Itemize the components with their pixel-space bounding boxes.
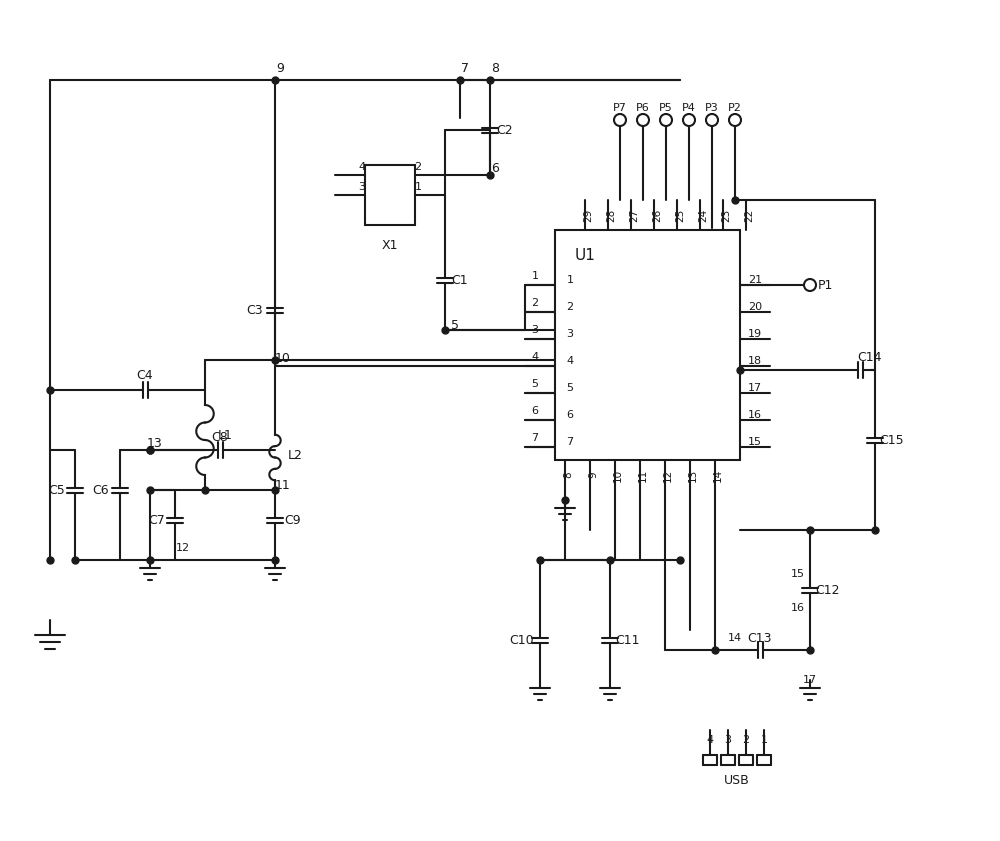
Text: 4: 4 [706,735,714,745]
Text: 29: 29 [583,209,593,222]
Text: 9: 9 [276,61,284,75]
Text: 16: 16 [748,410,762,420]
Text: 3: 3 [532,325,538,335]
Text: 14: 14 [728,633,742,643]
Text: P2: P2 [728,103,742,113]
Text: 1: 1 [415,182,422,192]
Text: C7: C7 [149,514,165,526]
Text: 2: 2 [566,302,574,312]
Text: 7: 7 [531,433,539,443]
Text: 17: 17 [803,675,817,685]
Text: 4: 4 [566,356,574,366]
Text: 5: 5 [451,319,459,331]
Text: 1: 1 [566,275,574,285]
Text: C13: C13 [748,632,772,644]
Text: 7: 7 [566,437,574,447]
Text: 19: 19 [748,329,762,339]
Text: P6: P6 [636,103,650,113]
Text: 23: 23 [721,209,731,222]
Text: C2: C2 [497,124,513,136]
Text: C10: C10 [510,633,534,647]
Text: 9: 9 [588,472,598,479]
Text: C4: C4 [137,368,153,382]
Text: 10: 10 [275,352,291,364]
Text: U1: U1 [575,247,595,262]
Text: 6: 6 [566,410,574,420]
Text: USB: USB [724,774,750,786]
Text: L1: L1 [218,429,232,442]
Text: 11: 11 [638,468,648,482]
Text: 3: 3 [358,182,366,192]
Text: 24: 24 [698,209,708,222]
Text: C14: C14 [858,351,882,363]
Text: C11: C11 [616,633,640,647]
Text: 2: 2 [531,298,539,308]
Text: 2: 2 [414,162,422,172]
Text: 1: 1 [532,271,538,281]
Text: 4: 4 [358,162,366,172]
Text: 15: 15 [748,437,762,447]
Text: 11: 11 [275,479,291,491]
Text: X1: X1 [382,239,398,251]
Text: L2: L2 [288,448,302,462]
Text: 14: 14 [713,468,723,482]
Text: 3: 3 [724,735,732,745]
Text: 15: 15 [791,569,805,579]
Text: 21: 21 [748,275,762,285]
Text: 16: 16 [791,603,805,613]
Text: P4: P4 [682,103,696,113]
Text: C9: C9 [285,514,301,526]
Text: 13: 13 [147,436,163,449]
Text: 5: 5 [566,383,574,393]
Text: C15: C15 [880,433,904,447]
Text: 1: 1 [761,735,768,745]
Text: 4: 4 [531,352,539,362]
Text: C6: C6 [93,484,109,496]
Text: P7: P7 [613,103,627,113]
Text: 10: 10 [613,468,623,482]
Text: 7: 7 [461,61,469,75]
Text: 27: 27 [629,209,639,222]
Text: 3: 3 [566,329,574,339]
Text: 6: 6 [532,406,538,416]
Text: 12: 12 [663,468,673,482]
Text: P1: P1 [817,278,833,292]
Text: 20: 20 [748,302,762,312]
Text: 28: 28 [606,209,616,222]
Text: P5: P5 [659,103,673,113]
Text: 2: 2 [742,735,750,745]
Text: 12: 12 [176,543,190,553]
Text: 6: 6 [491,161,499,174]
Text: 8: 8 [563,472,573,479]
Text: 26: 26 [652,209,662,222]
Text: 18: 18 [748,356,762,366]
Text: 8: 8 [491,61,499,75]
Text: 17: 17 [748,383,762,393]
Text: C12: C12 [816,584,840,596]
Text: C8: C8 [212,431,228,443]
Text: C5: C5 [49,484,65,496]
Text: P3: P3 [705,103,719,113]
Text: 22: 22 [744,209,754,222]
Text: C3: C3 [247,304,263,316]
Bar [365,165,415,225]
Text: 13: 13 [688,468,698,482]
Text: 25: 25 [675,209,685,222]
Bar [555,230,740,460]
Text: 5: 5 [532,379,538,389]
Text: C1: C1 [452,273,468,287]
